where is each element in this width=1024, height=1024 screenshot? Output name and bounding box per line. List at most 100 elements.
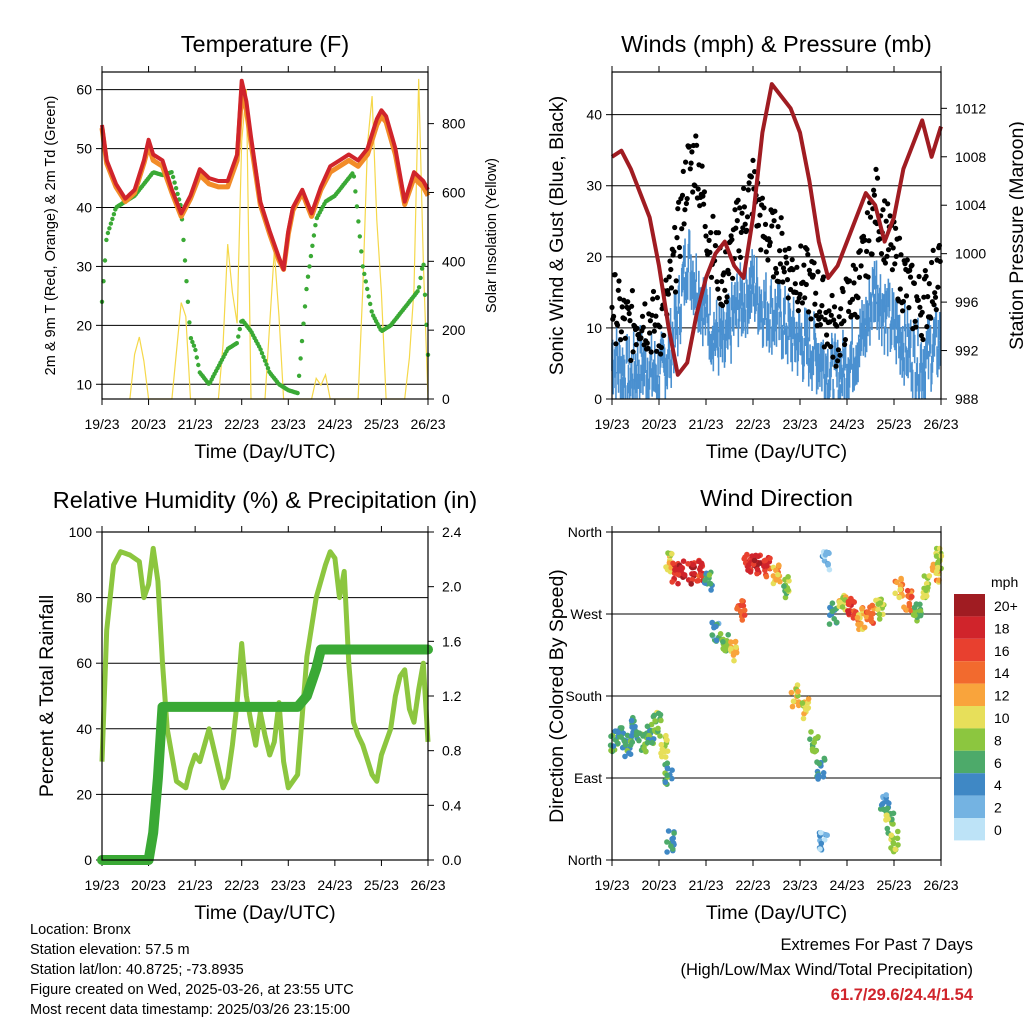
y2-tick-label: 0.4 bbox=[442, 797, 462, 813]
wind-direction-point bbox=[767, 555, 773, 562]
gust-point bbox=[742, 221, 748, 227]
gust-point bbox=[752, 169, 758, 175]
wind-direction-point bbox=[917, 608, 924, 614]
gust-point bbox=[675, 206, 681, 212]
dewpoint-point bbox=[295, 390, 300, 396]
wind-direction-point bbox=[892, 846, 899, 853]
x-tick-label: 25/23 bbox=[876, 877, 911, 893]
wind-direction-point bbox=[664, 839, 670, 845]
gust-point bbox=[750, 157, 756, 163]
wind-direction-point bbox=[690, 561, 696, 568]
gust-point bbox=[923, 273, 929, 279]
gust-point bbox=[744, 214, 751, 220]
gust-point bbox=[777, 248, 783, 254]
dewpoint-point bbox=[194, 355, 199, 360]
dewpoint-point bbox=[365, 286, 370, 292]
gust-point bbox=[745, 187, 751, 193]
wind-direction-point bbox=[818, 829, 824, 836]
wind-direction-point bbox=[935, 564, 941, 571]
dewpoint-point bbox=[172, 180, 177, 185]
gust-point bbox=[701, 201, 707, 207]
recent-timestamp-text: Most recent data timestamp: 2025/03/26 2… bbox=[30, 1002, 351, 1018]
wind-direction-point bbox=[648, 721, 655, 728]
gust-point bbox=[716, 295, 722, 301]
wind-direction-point bbox=[888, 832, 895, 838]
wind-direction-point bbox=[845, 610, 852, 617]
gust-point bbox=[856, 274, 863, 280]
wind-direction-point bbox=[669, 767, 675, 773]
wind-direction-point bbox=[665, 828, 672, 834]
dewpoint-point bbox=[170, 174, 176, 180]
wind-direction-point bbox=[897, 586, 904, 593]
gust-point bbox=[710, 213, 716, 219]
x-tick-label: 20/23 bbox=[131, 416, 166, 432]
y2-tick-label: 1000 bbox=[955, 246, 986, 262]
gust-point bbox=[614, 322, 621, 328]
wind-direction-point bbox=[628, 717, 635, 724]
y2-tick-label: 0.0 bbox=[442, 852, 462, 868]
gust-point bbox=[792, 281, 798, 287]
gust-point bbox=[650, 296, 656, 302]
gust-point bbox=[672, 289, 679, 295]
wind-direction-point bbox=[608, 733, 614, 740]
y-tick-label: 20 bbox=[76, 317, 92, 333]
dewpoint-point bbox=[421, 262, 426, 267]
gust-point bbox=[805, 251, 811, 258]
gust-point bbox=[653, 313, 659, 319]
gust-point bbox=[778, 215, 784, 221]
gust-point bbox=[773, 270, 780, 276]
x-tick-label: 24/23 bbox=[317, 877, 352, 893]
gust-point bbox=[633, 342, 639, 348]
wind-direction-point bbox=[788, 689, 795, 696]
legend-label: 0 bbox=[994, 822, 1002, 838]
wind-direction-point bbox=[855, 621, 861, 628]
x-axis-label: Time (Day/UTC) bbox=[706, 902, 847, 924]
wind-direction-point bbox=[799, 700, 806, 706]
gust-point bbox=[654, 348, 660, 354]
plot-frame bbox=[611, 71, 942, 400]
gust-point bbox=[746, 180, 752, 186]
gust-point bbox=[803, 281, 809, 288]
y2-tick-label: 2.0 bbox=[442, 579, 462, 595]
dewpoint-point bbox=[366, 294, 371, 299]
gust-point bbox=[748, 174, 755, 180]
legend-label: 18 bbox=[994, 620, 1010, 636]
gust-point bbox=[650, 288, 657, 295]
gust-point bbox=[885, 247, 892, 253]
gust-point bbox=[735, 197, 741, 203]
legend-swatch bbox=[954, 818, 985, 841]
dewpoint-point bbox=[169, 170, 174, 175]
wind-direction-point bbox=[720, 639, 726, 645]
dewpoint-point bbox=[258, 347, 263, 352]
y-tick-label: 0 bbox=[594, 391, 602, 407]
gust-point bbox=[817, 309, 823, 315]
gust-point bbox=[811, 260, 817, 266]
wind-direction-point bbox=[883, 792, 889, 798]
wind-direction-point bbox=[829, 608, 836, 615]
wind-direction-point bbox=[898, 575, 904, 582]
wind-direction-point bbox=[849, 598, 856, 604]
dewpoint-point bbox=[418, 275, 423, 281]
legend-label: 20+ bbox=[994, 598, 1018, 614]
y-tick-label: North bbox=[568, 852, 602, 868]
y-tick-label: 10 bbox=[586, 320, 602, 336]
gust-point bbox=[694, 142, 700, 148]
gust-point bbox=[692, 183, 698, 189]
gust-point bbox=[885, 201, 891, 207]
wind-direction-point bbox=[658, 750, 664, 756]
chart-title: Relative Humidity (%) & Precipitation (i… bbox=[53, 487, 477, 513]
gust-point bbox=[840, 288, 846, 295]
y-tick-label: 30 bbox=[76, 258, 92, 274]
dewpoint-point bbox=[363, 279, 368, 284]
wind-direction-point bbox=[615, 729, 622, 736]
dewpoint-point bbox=[354, 204, 360, 209]
y-axis-label: Direction (Colored By Speed) bbox=[546, 569, 568, 823]
wind-direction-point bbox=[725, 632, 731, 638]
dewpoint-point bbox=[357, 234, 362, 239]
wind-direction-point bbox=[739, 598, 745, 604]
gust-point bbox=[772, 208, 778, 214]
wind-direction-point bbox=[815, 734, 821, 740]
gust-point bbox=[896, 235, 903, 241]
wind-direction-point bbox=[697, 564, 704, 571]
wind-direction-point bbox=[624, 732, 631, 739]
